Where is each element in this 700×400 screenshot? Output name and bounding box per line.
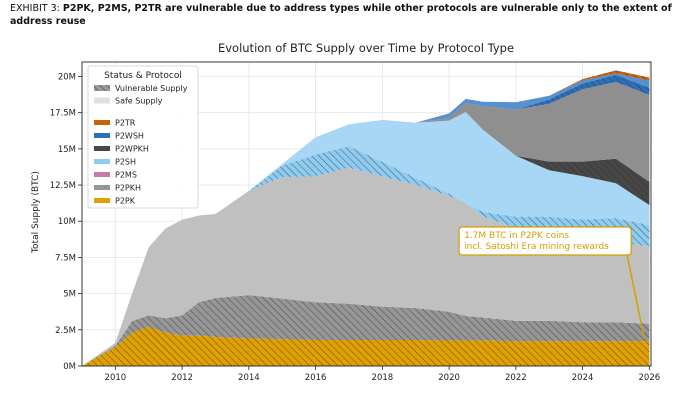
x-tick-label: 2026 xyxy=(639,373,661,383)
x-tick-label: 2018 xyxy=(372,373,394,383)
legend-label-p2sh: P2SH xyxy=(115,158,136,167)
plot-frame xyxy=(81,61,652,367)
chart-title: Evolution of BTC Supply over Time by Pro… xyxy=(218,41,514,55)
p2sh-safe-area xyxy=(82,111,650,366)
y-tick-label: 17.5M xyxy=(50,109,76,119)
x-tick-label: 2010 xyxy=(105,373,127,383)
x-tick-label: 2014 xyxy=(238,373,260,383)
area-layers xyxy=(82,70,650,366)
legend-label-p2pkh: P2PKH xyxy=(115,184,141,193)
legend-box xyxy=(87,65,199,209)
p2pkh-safe-area xyxy=(82,167,650,366)
legend-label-p2wpkh: P2WPKH xyxy=(115,145,149,154)
y-tick-label: 10M xyxy=(58,217,76,227)
p2wpkh-safe-area xyxy=(82,81,650,366)
exhibit-headline: P2PK, P2MS, P2TR are vulnerable due to a… xyxy=(10,3,672,27)
x-tick-label: 2024 xyxy=(572,373,594,383)
legend: Status & Protocol Vulnerable Supply Safe S… xyxy=(87,65,199,209)
y-tick-label: 7.5M xyxy=(55,253,76,263)
y-tick-label: 0M xyxy=(63,362,76,372)
y-tick-label: 15M xyxy=(58,145,76,155)
legend-swatch-safe xyxy=(94,97,110,104)
legend-label-p2ms: P2MS xyxy=(115,171,137,180)
legend-swatch-hatch xyxy=(94,85,110,91)
legend-label: Vulnerable Supply xyxy=(115,84,188,93)
exhibit-caption: EXHIBIT 3: P2PK, P2MS, P2TR are vulnerab… xyxy=(10,2,690,28)
exhibit-label: EXHIBIT 3: xyxy=(10,3,60,14)
annotation-box xyxy=(458,226,632,256)
x-tick-label: 2016 xyxy=(305,373,327,383)
x-tick-label: 2012 xyxy=(171,373,193,383)
y-axis-ticks: 0M 2.5M 5M 7.5M 10M 12.5M 15M 17.5M 20M xyxy=(50,72,82,372)
legend-title: Status & Protocol xyxy=(104,71,182,81)
x-tick-label: 2022 xyxy=(505,373,527,383)
legend-swatch-p2sh xyxy=(94,159,110,164)
annotation-text: 1.7M BTC in P2PK coins xyxy=(464,231,569,241)
y-tick-label: 12.5M xyxy=(50,181,76,191)
annotation-text: incl. Satoshi Era mining rewards xyxy=(464,242,609,252)
legend-label-p2wsh: P2WSH xyxy=(115,132,144,141)
plot-border xyxy=(81,61,652,367)
p2pk-vulnerable-area-hatch xyxy=(82,326,650,366)
legend-label-p2pk: P2PK xyxy=(115,197,136,206)
legend-swatch-p2wpkh xyxy=(94,146,110,151)
y-tick-label: 20M xyxy=(58,72,76,82)
p2pkh-vulnerable-area-hatch xyxy=(82,295,650,366)
legend-swatch-p2pk xyxy=(94,198,110,203)
y-axis-label: Total Supply (BTC) xyxy=(31,171,41,254)
annotation-arrow xyxy=(626,254,646,339)
legend-swatch-p2pkh xyxy=(94,185,110,190)
legend-swatch-p2ms xyxy=(94,172,110,177)
x-tick-label: 2020 xyxy=(438,373,460,383)
legend-swatch-p2tr xyxy=(94,120,110,125)
legend-label-p2tr: P2TR xyxy=(115,119,136,128)
y-tick-label: 2.5M xyxy=(55,326,76,336)
legend-label: Safe Supply xyxy=(115,97,163,106)
legend-swatch-p2wsh xyxy=(94,133,110,138)
x-axis-ticks: 2010 2012 2014 2016 2018 2020 2022 2024 2026 xyxy=(105,366,661,383)
y-tick-label: 5M xyxy=(63,290,76,300)
